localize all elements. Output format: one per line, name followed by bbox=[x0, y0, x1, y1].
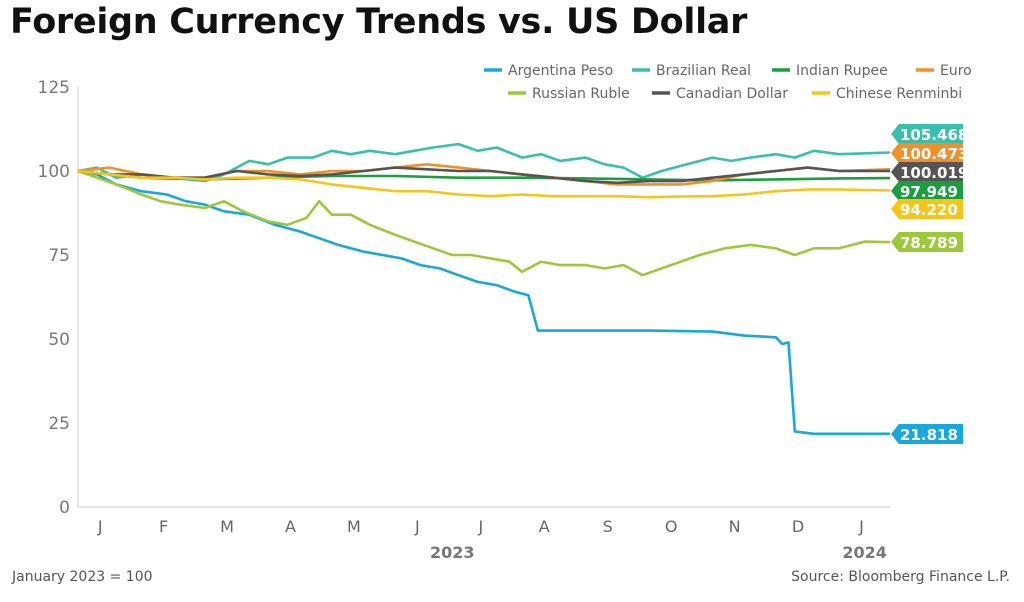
end-label-value-india: 97.949 bbox=[900, 183, 958, 201]
end-label-tag-canada bbox=[891, 162, 963, 182]
x-tick-label: M bbox=[220, 517, 234, 536]
legend-label-russia: Russian Ruble bbox=[532, 86, 630, 102]
year-label: 2024 bbox=[842, 543, 887, 562]
x-tick-label: M bbox=[347, 517, 361, 536]
y-tick-label: 25 bbox=[48, 414, 70, 434]
chart-title: Foreign Currency Trends vs. US Dollar bbox=[10, 2, 748, 42]
end-label-value-china: 94.220 bbox=[900, 201, 958, 219]
x-tick-label: O bbox=[665, 517, 678, 536]
y-tick-label: 125 bbox=[38, 78, 70, 98]
x-tick-label: J bbox=[97, 517, 103, 536]
series-line-argentina bbox=[77, 169, 890, 436]
source-note: Source: Bloomberg Finance L.P. bbox=[791, 569, 1010, 585]
legend-label-argentina: Argentina Peso bbox=[508, 63, 613, 79]
x-tick-label: N bbox=[729, 517, 741, 536]
x-tick-label: J bbox=[477, 517, 483, 536]
series-line-china bbox=[77, 169, 891, 199]
series-line-russia bbox=[77, 169, 891, 277]
end-label-tag-euro bbox=[891, 143, 963, 163]
x-tick-label: F bbox=[159, 517, 168, 536]
x-tick-label: J bbox=[414, 517, 420, 536]
legend-label-india: Indian Rupee bbox=[796, 63, 888, 79]
series-line-brazil bbox=[77, 142, 891, 183]
x-tick-label: J bbox=[858, 517, 864, 536]
y-tick-label: 100 bbox=[38, 162, 70, 182]
legend-label-canada: Canadian Dollar bbox=[676, 86, 788, 102]
legend-label-china: Chinese Renminbi bbox=[836, 86, 962, 102]
end-label-value-russia: 78.789 bbox=[900, 234, 958, 252]
y-axis: 0 25 50 75 100 125 bbox=[38, 78, 79, 518]
year-label: 2023 bbox=[430, 543, 475, 562]
footnote: January 2023 = 100 bbox=[12, 569, 153, 585]
legend-label-euro: Euro bbox=[940, 63, 972, 79]
x-tick-label: D bbox=[792, 517, 804, 536]
end-label-value-canada: 100.019 bbox=[900, 164, 968, 182]
end-label-tag-argentina bbox=[891, 424, 963, 444]
y-tick-label: 75 bbox=[48, 246, 70, 266]
x-tick-label: S bbox=[603, 517, 613, 536]
y-tick-label: 0 bbox=[59, 498, 70, 518]
x-tick-label: A bbox=[539, 517, 550, 536]
series-lines bbox=[77, 142, 891, 436]
y-tick-label: 50 bbox=[48, 330, 70, 350]
end-label-value-argentina: 21.818 bbox=[900, 426, 958, 444]
end-label-tag-india bbox=[891, 181, 963, 201]
end-label-value-brazil: 105.468 bbox=[900, 126, 968, 144]
x-tick-label: A bbox=[285, 517, 296, 536]
legend: Argentina Peso Brazilian Real Indian Rupee… bbox=[484, 63, 972, 102]
series-line-canada bbox=[77, 166, 890, 185]
legend-label-brazil: Brazilian Real bbox=[656, 63, 751, 79]
end-label-tag-russia bbox=[891, 232, 963, 252]
end-label-tag-brazil bbox=[891, 124, 963, 144]
end-label-value-euro: 100.473 bbox=[900, 145, 968, 163]
end-label-tag-china bbox=[891, 199, 963, 219]
